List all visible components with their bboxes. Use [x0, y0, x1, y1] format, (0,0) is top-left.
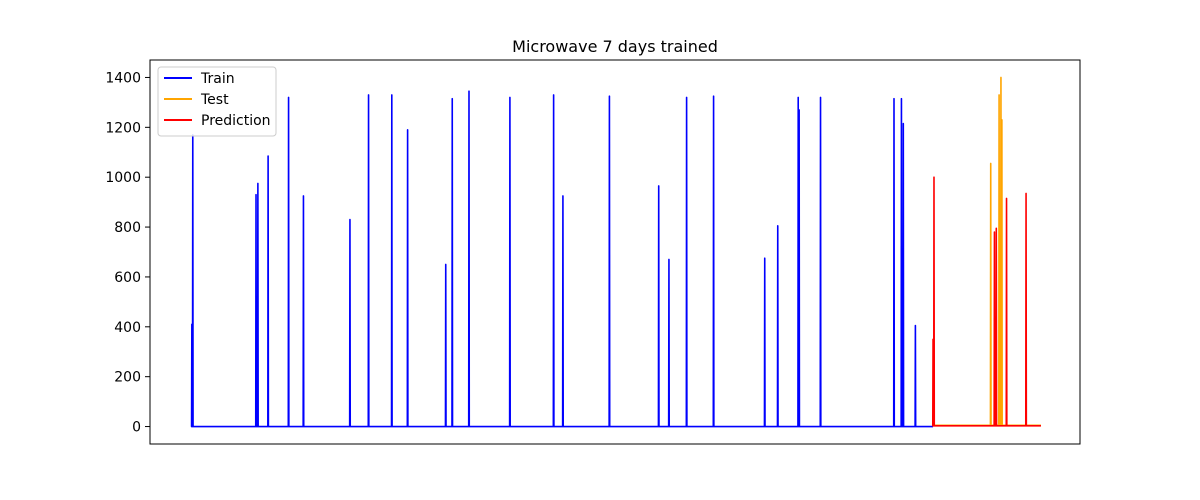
legend-box	[157, 66, 277, 137]
series-line-train	[190, 90, 934, 428]
series-line-prediction	[931, 176, 1041, 427]
y-tick-label: 1200	[105, 120, 141, 136]
y-tick-label: 800	[114, 220, 141, 236]
legend-label-test: Test	[200, 92, 229, 108]
y-tick-label: 1400	[105, 70, 141, 86]
legend-label-prediction: Prediction	[201, 113, 271, 129]
series-layer	[190, 76, 1041, 428]
series-line-test	[933, 76, 1041, 427]
chart-title: Microwave 7 days trained	[512, 37, 718, 56]
y-tick-label: 1000	[105, 170, 141, 186]
plot-frame	[149, 59, 1081, 445]
y-tick-label: 400	[114, 320, 141, 336]
legend: Train Test Prediction	[157, 66, 277, 137]
y-tick-label: 600	[114, 270, 141, 286]
legend-label-train: Train	[200, 71, 235, 87]
y-axis: 0 200 400 600 800 1000 1200 1400	[105, 70, 150, 436]
y-tick-label: 200	[114, 370, 141, 386]
y-tick-label: 0	[132, 420, 141, 436]
